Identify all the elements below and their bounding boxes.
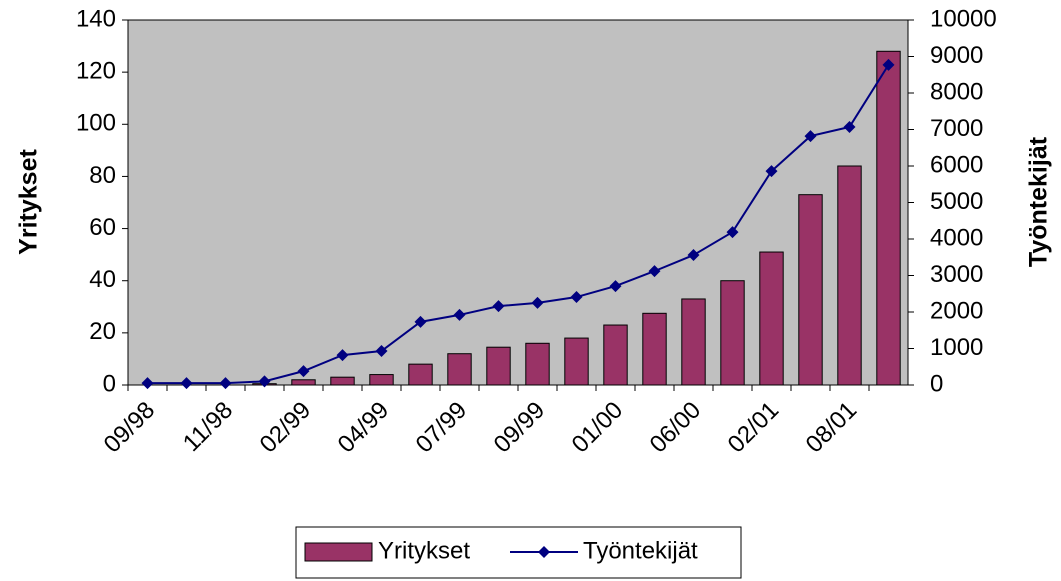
x-tick-label: 11/98 xyxy=(178,397,238,457)
marker xyxy=(609,280,622,293)
marker xyxy=(531,296,544,309)
marker xyxy=(141,377,154,390)
y2-tick-label: 3000 xyxy=(930,261,983,288)
legend-marker xyxy=(538,546,550,558)
marker xyxy=(492,300,505,313)
marker xyxy=(765,165,778,178)
x-tick-label: 08/01 xyxy=(801,397,863,459)
marker xyxy=(570,291,583,304)
bar xyxy=(603,324,628,386)
legend-label: Työntekijät xyxy=(583,537,698,564)
bar xyxy=(408,363,433,386)
y2-tick-label: 9000 xyxy=(930,42,983,69)
x-tick-label: 04/99 xyxy=(333,397,395,459)
y-tick-label: 80 xyxy=(89,162,116,189)
x-tick-label: 01/00 xyxy=(567,397,629,459)
x-tick-label: 06/00 xyxy=(645,397,707,459)
bar xyxy=(291,379,316,386)
legend-swatch xyxy=(304,542,373,562)
y2-tick-label: 1000 xyxy=(930,334,983,361)
marker xyxy=(297,365,310,378)
x-tick-label: 02/99 xyxy=(255,397,317,459)
marker xyxy=(843,120,856,133)
y2-tick-label: 0 xyxy=(930,370,943,397)
bar xyxy=(447,353,472,386)
y-tick-label: 40 xyxy=(89,266,116,293)
bar xyxy=(525,342,550,386)
marker xyxy=(882,58,895,71)
y2-tick-label: 5000 xyxy=(930,188,983,215)
bar xyxy=(330,376,355,386)
x-tick-label: 07/99 xyxy=(411,397,473,459)
y2-tick-label: 10000 xyxy=(930,5,997,32)
y2-tick-label: 8000 xyxy=(930,78,983,105)
y-tick-label: 60 xyxy=(89,214,116,241)
marker xyxy=(648,265,661,278)
x-tick-label: 09/98 xyxy=(99,397,161,459)
x-tick-label: 09/99 xyxy=(489,397,551,459)
marker xyxy=(453,308,466,321)
marker xyxy=(414,315,427,328)
bar xyxy=(798,194,823,386)
bar xyxy=(369,374,394,386)
y-tick-label: 100 xyxy=(76,110,116,137)
marker xyxy=(336,349,349,362)
y2-axis-title: Työntekijät xyxy=(1025,136,1053,267)
y2-tick-label: 7000 xyxy=(930,115,983,142)
y2-tick-label: 2000 xyxy=(930,297,983,324)
marker xyxy=(687,249,700,262)
marker xyxy=(180,377,193,390)
marker xyxy=(219,377,232,390)
line xyxy=(147,64,890,385)
marker xyxy=(258,375,271,388)
bar xyxy=(720,280,745,386)
bar xyxy=(564,337,589,386)
y-tick-label: 120 xyxy=(76,57,116,84)
bar xyxy=(642,312,667,386)
legend-label: Yritykset xyxy=(378,537,470,564)
y-axis-title: Yritykset xyxy=(15,149,43,255)
bar xyxy=(876,50,901,386)
x-tick-label: 02/01 xyxy=(723,397,785,459)
marker xyxy=(804,130,817,143)
y-tick-label: 0 xyxy=(103,370,116,397)
bar xyxy=(837,165,862,386)
y-tick-label: 20 xyxy=(89,318,116,345)
marker xyxy=(375,345,388,358)
bar xyxy=(486,346,511,386)
y2-tick-label: 6000 xyxy=(930,151,983,178)
marker xyxy=(726,226,739,239)
y2-tick-label: 4000 xyxy=(930,224,983,251)
y-tick-label: 140 xyxy=(76,5,116,32)
plot-area xyxy=(127,19,909,386)
bar xyxy=(681,298,706,386)
bar xyxy=(759,251,784,386)
